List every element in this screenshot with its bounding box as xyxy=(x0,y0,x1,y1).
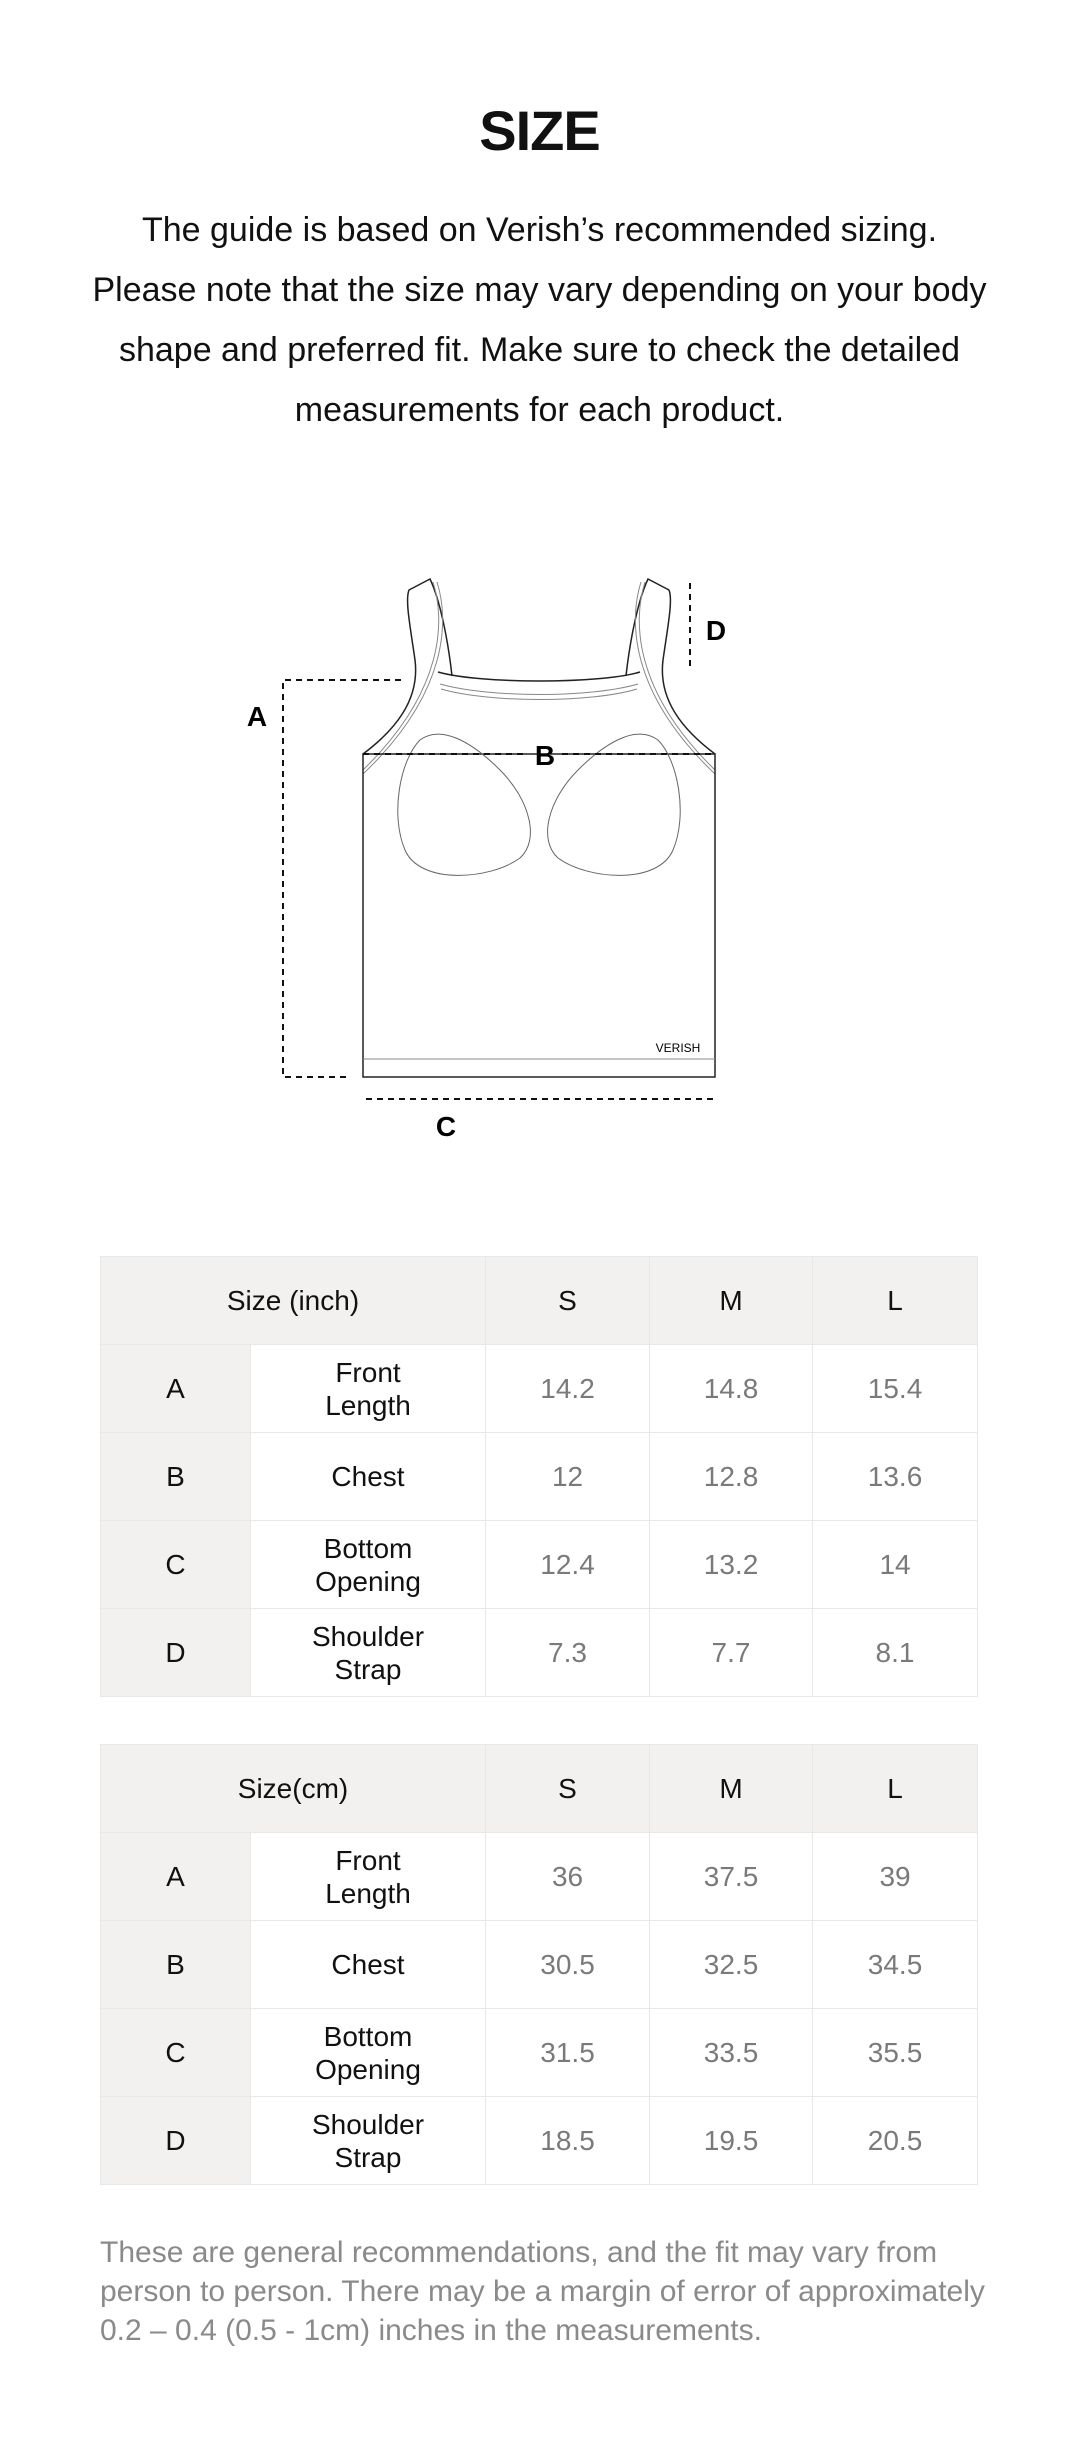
value-cell: 14.8 xyxy=(649,1344,814,1433)
row-key: A xyxy=(100,1344,251,1433)
brand-logo: VERISH xyxy=(656,1041,701,1055)
row-label: Chest xyxy=(249,1432,487,1521)
table-header-row: Size(cm) S M L xyxy=(99,1744,979,1833)
value-cell: 39 xyxy=(812,1832,979,1921)
header-cell: S xyxy=(485,1744,651,1833)
row-label: Front Length xyxy=(249,1344,487,1433)
row-label: Front Length xyxy=(249,1832,487,1921)
tank-top-diagram: A B C D VERISH xyxy=(247,577,726,1140)
measure-lines xyxy=(282,583,718,1100)
value-cell: 37.5 xyxy=(649,1832,814,1921)
row-key: B xyxy=(100,1920,251,2009)
value-cell: 12 xyxy=(485,1432,651,1521)
table-row: C Bottom Opening 31.5 33.5 35.5 xyxy=(100,2008,979,2097)
row-key: D xyxy=(100,1608,251,1697)
table-header-row: Size (inch) S M L xyxy=(99,1256,979,1345)
header-cell: L xyxy=(812,1744,979,1833)
value-cell: 7.3 xyxy=(485,1608,651,1697)
table-row: D Shoulder Strap 7.3 7.7 8.1 xyxy=(100,1608,979,1697)
value-cell: 13.2 xyxy=(649,1520,814,1609)
value-cell: 18.5 xyxy=(485,2096,651,2185)
disclaimer-note: These are general recommendations, and t… xyxy=(100,2236,985,2347)
value-cell: 12.8 xyxy=(649,1432,814,1521)
size-table-inch: Size (inch) S M L A Front Length 14.2 14.8 1… xyxy=(99,1256,979,1697)
table-row: D Shoulder Strap 18.5 19.5 20.5 xyxy=(100,2096,979,2185)
value-cell: 20.5 xyxy=(812,2096,979,2185)
label-a: A xyxy=(247,701,267,732)
row-label: Bottom Opening xyxy=(249,1520,487,1609)
value-cell: 33.5 xyxy=(649,2008,814,2097)
header-cell: M xyxy=(649,1256,814,1345)
row-key: D xyxy=(100,2096,251,2185)
header-cell: M xyxy=(649,1744,814,1833)
value-cell: 13.6 xyxy=(812,1432,979,1521)
value-cell: 34.5 xyxy=(812,1920,979,2009)
value-cell: 14 xyxy=(812,1520,979,1609)
garment-outline xyxy=(362,577,716,1078)
table-row: B Chest 12 12.8 13.6 xyxy=(100,1432,979,1521)
value-cell: 14.2 xyxy=(485,1344,651,1433)
label-d: D xyxy=(706,615,726,646)
value-cell: 35.5 xyxy=(812,2008,979,2097)
intro-text: The guide is based on Verish’s recommend… xyxy=(92,211,987,429)
row-label: Chest xyxy=(249,1920,487,2009)
value-cell: 32.5 xyxy=(649,1920,814,2009)
row-label: Bottom Opening xyxy=(249,2008,487,2097)
header-cell: Size (inch) xyxy=(99,1256,487,1345)
value-cell: 12.4 xyxy=(485,1520,651,1609)
label-c: C xyxy=(436,1111,456,1140)
header-cell: Size(cm) xyxy=(99,1744,487,1833)
header-cell: L xyxy=(812,1256,979,1345)
table-row: B Chest 30.5 32.5 34.5 xyxy=(100,1920,979,2009)
value-cell: 8.1 xyxy=(812,1608,979,1697)
row-key: B xyxy=(100,1432,251,1521)
value-cell: 36 xyxy=(485,1832,651,1921)
value-cell: 30.5 xyxy=(485,1920,651,2009)
size-table-cm: Size(cm) S M L A Front Length 36 37.5 39 B Ch… xyxy=(99,1744,979,2185)
row-key: C xyxy=(100,2008,251,2097)
table-row: C Bottom Opening 12.4 13.2 14 xyxy=(100,1520,979,1609)
value-cell: 7.7 xyxy=(649,1608,814,1697)
table-row: A Front Length 14.2 14.8 15.4 xyxy=(100,1344,979,1433)
value-cell: 31.5 xyxy=(485,2008,651,2097)
value-cell: 19.5 xyxy=(649,2096,814,2185)
row-label: Shoulder Strap xyxy=(249,2096,487,2185)
row-key: A xyxy=(100,1832,251,1921)
header-cell: S xyxy=(485,1256,651,1345)
label-b: B xyxy=(535,740,555,771)
page-title: SIZE xyxy=(479,99,600,162)
row-key: C xyxy=(100,1520,251,1609)
row-label: Shoulder Strap xyxy=(249,1608,487,1697)
table-row: A Front Length 36 37.5 39 xyxy=(100,1832,979,1921)
value-cell: 15.4 xyxy=(812,1344,979,1433)
